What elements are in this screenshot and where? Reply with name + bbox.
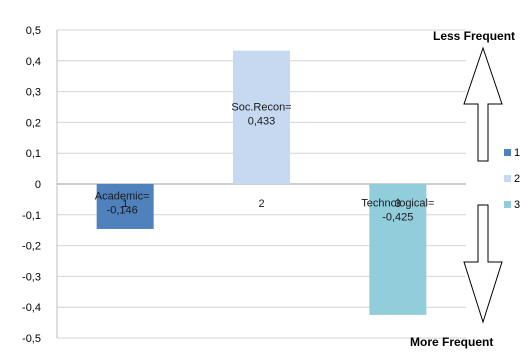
- legend-swatch: [504, 175, 511, 182]
- legend-entry: 1: [514, 147, 520, 159]
- more-frequent-label: More Frequent: [410, 335, 493, 349]
- y-tick-label: 0,5: [26, 25, 41, 37]
- less-frequent-label: Less Frequent: [433, 29, 515, 43]
- category-label: 1: [122, 198, 128, 210]
- y-tick-label: 0,2: [26, 117, 41, 129]
- legend-entry: 2: [514, 173, 520, 185]
- y-tick-label: -0,1: [22, 210, 41, 222]
- data-label: Soc.Recon=: [231, 102, 291, 114]
- legend-swatch: [504, 149, 511, 156]
- y-tick-label: 0,4: [26, 56, 41, 68]
- data-label: 0,433: [248, 116, 276, 128]
- y-tick-label: 0: [35, 179, 41, 191]
- category-label: 2: [258, 198, 264, 210]
- frequency-arrow: [463, 46, 503, 324]
- bar-1: [96, 184, 154, 229]
- data-label: Technological=: [361, 197, 434, 209]
- legend-entry: 3: [514, 199, 520, 211]
- y-axis: -0,5 -0,4 -0,3 -0,2 -0,1 0 0,1 0,2 0,3 0,4 0,5: [22, 25, 466, 345]
- y-tick-label: -0,2: [22, 241, 41, 253]
- data-label: -0,425: [382, 211, 413, 223]
- y-tick-label: -0,3: [22, 271, 41, 283]
- y-tick-label: 0,1: [26, 148, 41, 160]
- legend-swatch: [504, 201, 511, 208]
- legend: 1 2 3: [504, 147, 520, 211]
- y-tick-label: -0,4: [22, 302, 41, 314]
- bar-3: [369, 184, 427, 315]
- data-label: Academic=: [95, 191, 150, 203]
- bar-2: [233, 50, 290, 184]
- y-tick-label: -0,5: [22, 333, 41, 345]
- bars: [96, 50, 427, 315]
- y-tick-label: 0,3: [26, 87, 41, 99]
- category-label: 3: [395, 198, 401, 210]
- data-label: -0,146: [107, 205, 138, 217]
